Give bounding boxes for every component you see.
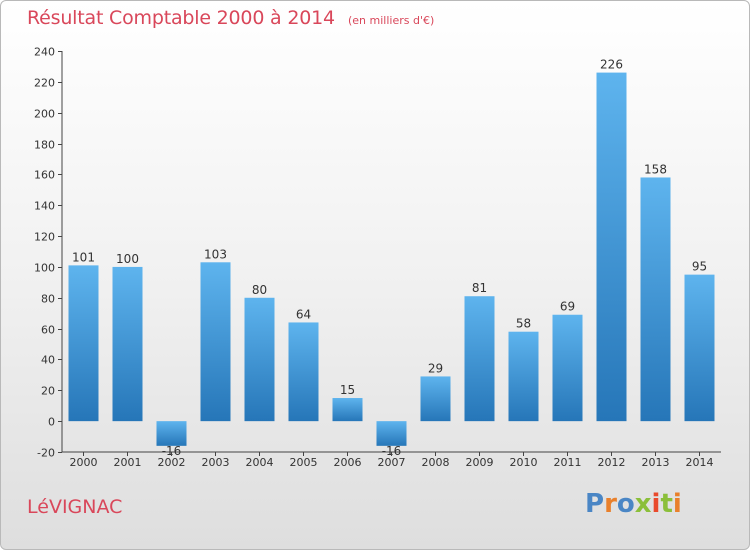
chart-subtitle: (en milliers d'€) [347, 14, 435, 27]
data-label: 29 [428, 361, 443, 375]
bar [200, 262, 231, 422]
y-tick-label: 220 [34, 77, 55, 90]
data-label: 226 [600, 58, 623, 72]
bar [156, 421, 187, 446]
bar [684, 274, 715, 422]
proxiti-logo: Proxiti [585, 489, 682, 519]
logo-letter: t [660, 489, 673, 519]
y-tick-label: 160 [34, 169, 55, 182]
data-label: -16 [382, 444, 402, 458]
y-tick-label: 20 [41, 385, 55, 398]
logo-letter: P [585, 489, 605, 519]
y-tick-label: -20 [37, 447, 55, 460]
bar [508, 331, 539, 422]
logo-letter: i [651, 489, 661, 519]
logo-letter: x [634, 489, 652, 519]
data-label: -16 [162, 444, 182, 458]
commune-name: LéVIGNAC [27, 496, 123, 518]
y-tick-label: 120 [34, 231, 55, 244]
x-tick-label: 2009 [466, 456, 494, 469]
y-tick-label: 0 [48, 416, 55, 429]
bar [596, 72, 627, 422]
x-tick-label: 2004 [246, 456, 274, 469]
y-tick-label: 140 [34, 200, 55, 213]
y-tick-label: 240 [34, 46, 55, 59]
data-label: 103 [204, 247, 227, 261]
y-tick-label: 80 [41, 293, 55, 306]
x-tick-label: 2000 [70, 456, 98, 469]
y-tick-label: 60 [41, 324, 55, 337]
data-label: 15 [340, 383, 355, 397]
bar [288, 322, 319, 422]
bar [640, 177, 671, 422]
y-tick-label: 200 [34, 108, 55, 121]
logo-letter: i [672, 489, 682, 519]
bar [68, 265, 99, 422]
x-tick-label: 2011 [554, 456, 582, 469]
logo-letter: r [604, 489, 617, 519]
x-tick-label: 2002 [158, 456, 186, 469]
bar [464, 296, 495, 422]
data-label: 95 [692, 260, 707, 274]
logo-letter: o [616, 489, 635, 519]
data-label: 69 [560, 300, 575, 314]
data-label: 80 [252, 283, 267, 297]
bar [376, 421, 407, 446]
y-tick-label: 100 [34, 262, 55, 275]
data-label: 158 [644, 162, 667, 176]
bar [552, 314, 583, 422]
bar [112, 266, 143, 422]
x-tick-label: 2010 [510, 456, 538, 469]
x-tick-label: 2003 [202, 456, 230, 469]
data-label: 101 [72, 250, 95, 264]
x-tick-label: 2001 [114, 456, 142, 469]
x-tick-label: 2012 [598, 456, 626, 469]
x-tick-label: 2007 [378, 456, 406, 469]
y-tick-label: 40 [41, 354, 55, 367]
bar [420, 376, 451, 422]
x-tick-label: 2006 [334, 456, 362, 469]
data-label: 81 [472, 281, 487, 295]
chart-header: Résultat Comptable 2000 à 2014 (en milli… [27, 7, 434, 29]
data-label: 100 [116, 252, 139, 266]
data-label: 64 [296, 307, 311, 321]
x-tick-label: 2008 [422, 456, 450, 469]
x-tick-label: 2005 [290, 456, 318, 469]
data-label: 58 [516, 317, 531, 331]
bar [244, 297, 275, 422]
x-tick-label: 2014 [686, 456, 714, 469]
chart-title: Résultat Comptable 2000 à 2014 [27, 7, 335, 29]
x-tick-label: 2013 [642, 456, 670, 469]
y-tick-label: 180 [34, 139, 55, 152]
bar [332, 398, 363, 422]
